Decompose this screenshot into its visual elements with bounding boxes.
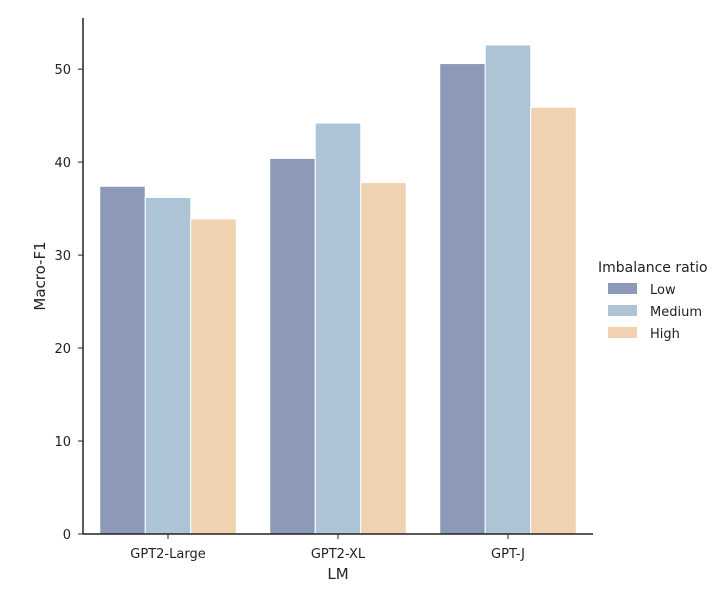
legend-swatch-high (608, 327, 637, 338)
x-tick-label: GPT-J (491, 547, 525, 562)
bar-high-gpt-j (530, 106, 577, 535)
bars-group (99, 44, 577, 535)
bar-medium-gpt2-xl (314, 122, 362, 535)
y-tick-label: 10 (54, 435, 71, 450)
x-axis: GPT2-Large GPT2-XL GPT-J (83, 533, 593, 562)
y-axis-title: Macro-F1 (31, 241, 49, 310)
y-tick-label: 0 (63, 528, 71, 543)
y-tick-label: 30 (54, 249, 71, 264)
legend-label-low: Low (650, 283, 676, 298)
bar-medium-gpt2-large (144, 196, 192, 535)
legend: Imbalance ratio Low Medium High (598, 260, 708, 342)
bar-medium-gpt-j (484, 44, 532, 535)
legend-label-medium: Medium (650, 305, 702, 320)
bar-low-gpt-j (439, 63, 486, 535)
x-tick-label: GPT2-Large (130, 547, 205, 562)
x-axis-title: LM (327, 565, 348, 583)
y-tick-label: 50 (54, 63, 71, 78)
legend-swatch-low (608, 283, 637, 294)
x-tick-label: GPT2-XL (311, 547, 366, 562)
bar-high-gpt2-large (190, 218, 237, 535)
y-tick-label: 20 (54, 342, 71, 357)
legend-label-high: High (650, 327, 680, 342)
y-tick-label: 40 (54, 156, 71, 171)
legend-title: Imbalance ratio (598, 260, 708, 276)
bar-high-gpt2-xl (360, 182, 407, 535)
bar-low-gpt2-large (99, 185, 146, 535)
bar-low-gpt2-xl (269, 157, 316, 535)
y-axis: 0 10 20 30 40 50 (54, 18, 84, 543)
legend-swatch-medium (608, 305, 637, 316)
